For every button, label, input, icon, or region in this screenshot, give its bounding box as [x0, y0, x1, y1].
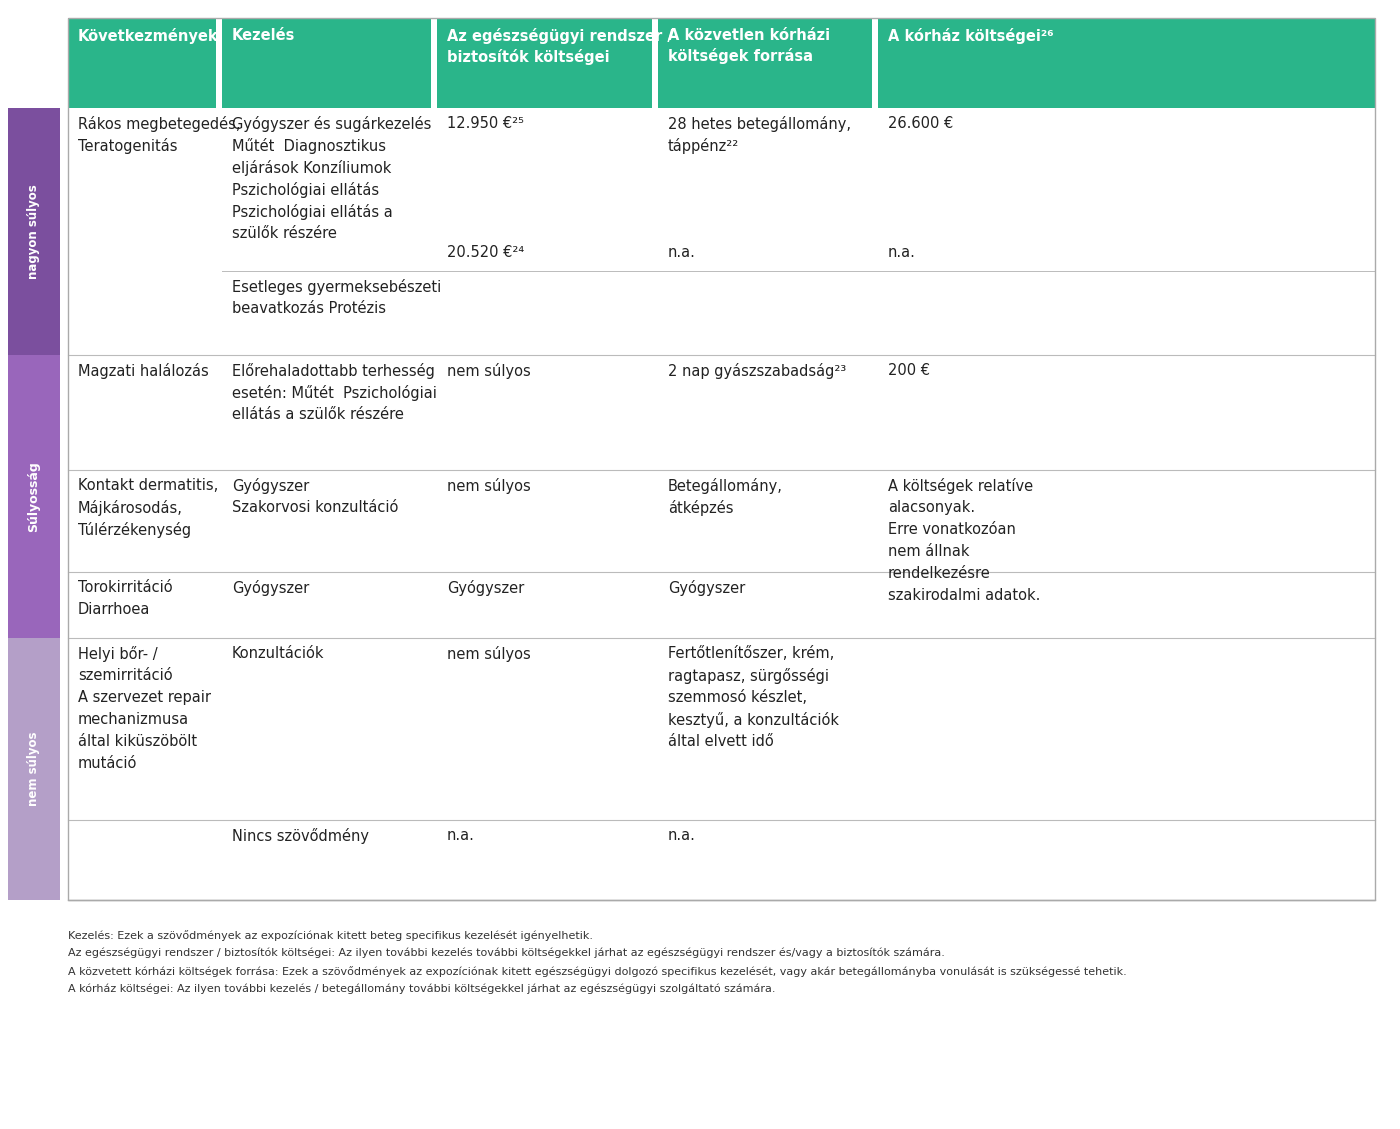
Text: szemirritáció: szemirritáció — [78, 668, 172, 683]
Text: által elvett idő: által elvett idő — [668, 734, 774, 749]
Text: mechanizmusa: mechanizmusa — [78, 712, 189, 727]
Text: Torokirritáció: Torokirritáció — [78, 580, 172, 595]
Text: n.a.: n.a. — [888, 245, 916, 260]
Text: Konzultációk: Konzultációk — [232, 646, 325, 660]
Text: 200 €: 200 € — [888, 364, 930, 378]
Text: által kiküszöbölt: által kiküszöbölt — [78, 734, 197, 749]
Text: Szakorvosi konzultáció: Szakorvosi konzultáció — [232, 500, 399, 515]
Text: Erre vonatkozóan: Erre vonatkozóan — [888, 522, 1016, 537]
Bar — [69, 108, 1375, 900]
Text: Magzati halálozás: Magzati halálozás — [78, 364, 209, 379]
Text: A szervezet repair: A szervezet repair — [78, 690, 211, 704]
Text: beavatkozás Protézis: beavatkozás Protézis — [232, 301, 386, 316]
Text: nem állnak: nem állnak — [888, 544, 969, 559]
Text: Következmények: Következmények — [78, 28, 218, 44]
Text: Az egészségügyi rendszer / biztosítók költségei: Az ilyen további kezelés tovább: Az egészségügyi rendszer / biztosítók kö… — [69, 948, 945, 959]
Text: n.a.: n.a. — [668, 828, 696, 843]
Text: átképzés: átképzés — [668, 500, 734, 516]
Text: Gyógyszer: Gyógyszer — [232, 580, 309, 596]
Text: Gyógyszer: Gyógyszer — [668, 580, 745, 596]
Text: Fertőtlenítőszer, krém,: Fertőtlenítőszer, krém, — [668, 646, 834, 660]
Text: ellátás a szülők részére: ellátás a szülők részére — [232, 406, 403, 422]
Text: Nincs szövődmény: Nincs szövődmény — [232, 828, 370, 844]
Bar — [658, 18, 872, 108]
Text: A közvetlen kórházi
költségek forrása: A közvetlen kórházi költségek forrása — [668, 28, 830, 64]
Text: Rákos megbetegedés,: Rákos megbetegedés, — [78, 116, 241, 132]
Text: Műtét  Diagnosztikus: Műtét Diagnosztikus — [232, 138, 386, 154]
Text: A kórház költségei²⁶: A kórház költségei²⁶ — [888, 28, 1054, 44]
Text: A költségek relatíve: A költségek relatíve — [888, 478, 1033, 495]
Bar — [878, 18, 1375, 108]
Text: Gyógyszer: Gyógyszer — [232, 478, 309, 495]
Text: 2 nap gyászszabadság²³: 2 nap gyászszabadság²³ — [668, 364, 846, 379]
Text: Pszichológiai ellátás: Pszichológiai ellátás — [232, 182, 379, 198]
Text: n.a.: n.a. — [447, 828, 475, 843]
Text: Súlyosság: Súlyosság — [28, 461, 41, 532]
Text: Kontakt dermatitis,: Kontakt dermatitis, — [78, 478, 218, 493]
Bar — [223, 18, 431, 108]
Text: nem súlyos: nem súlyos — [447, 646, 531, 662]
Text: 20.520 €²⁴: 20.520 €²⁴ — [447, 245, 524, 260]
Text: Betegállomány,: Betegállomány, — [668, 478, 783, 495]
Text: 28 hetes betegállomány,: 28 hetes betegállomány, — [668, 116, 851, 132]
Text: Kezelés: Ezek a szövődmények az expozíciónak kitett beteg specifikus kezelését i: Kezelés: Ezek a szövődmények az expozíci… — [69, 930, 594, 940]
Text: Májkárosodás,: Májkárosodás, — [78, 500, 183, 516]
Text: Túlérzékenység: Túlérzékenység — [78, 522, 192, 539]
Text: kesztyű, a konzultációk: kesztyű, a konzultációk — [668, 712, 839, 728]
Bar — [8, 355, 60, 638]
Text: nem súlyos: nem súlyos — [447, 478, 531, 495]
Text: Előrehaladottabb terhesség: Előrehaladottabb terhesség — [232, 364, 435, 379]
Text: Helyi bőr- /: Helyi bőr- / — [78, 646, 158, 662]
Bar — [437, 18, 652, 108]
Text: alacsonyak.: alacsonyak. — [888, 500, 976, 515]
Text: Gyógyszer: Gyógyszer — [447, 580, 524, 596]
Text: nagyon súlyos: nagyon súlyos — [28, 184, 41, 279]
Text: Gyógyszer és sugárkezelés: Gyógyszer és sugárkezelés — [232, 116, 431, 132]
Text: szemmosó készlet,: szemmosó készlet, — [668, 690, 806, 704]
Text: Kezelés: Kezelés — [232, 28, 295, 43]
Bar — [8, 638, 60, 900]
Text: A kórház költségei: Az ilyen további kezelés / betegállomány további költségekke: A kórház költségei: Az ilyen további kez… — [69, 984, 776, 995]
Text: 26.600 €: 26.600 € — [888, 116, 953, 131]
Text: mutáció: mutáció — [78, 756, 137, 771]
Text: eljárások Konzíliumok: eljárások Konzíliumok — [232, 160, 392, 176]
Bar — [69, 18, 1375, 900]
Text: nem súlyos: nem súlyos — [28, 732, 41, 806]
Bar — [8, 108, 60, 355]
Text: Diarrhoea: Diarrhoea — [78, 602, 150, 618]
Text: szakirodalmi adatok.: szakirodalmi adatok. — [888, 588, 1040, 603]
Text: Esetleges gyermeksebészeti: Esetleges gyermeksebészeti — [232, 279, 441, 295]
Text: Az egészségügyi rendszer /
biztosítók költségei: Az egészségügyi rendszer / biztosítók kö… — [447, 28, 673, 65]
Text: nem súlyos: nem súlyos — [447, 364, 531, 379]
Text: szülők részére: szülők részére — [232, 226, 337, 240]
Text: ragtapasz, sürgősségi: ragtapasz, sürgősségi — [668, 668, 829, 684]
Text: 12.950 €²⁵: 12.950 €²⁵ — [447, 116, 524, 131]
Bar — [69, 18, 216, 108]
Text: rendelkezésre: rendelkezésre — [888, 566, 991, 581]
Text: esetén: Műtét  Pszichológiai: esetén: Műtét Pszichológiai — [232, 385, 437, 401]
Text: n.a.: n.a. — [668, 245, 696, 260]
Text: Teratogenitás: Teratogenitás — [78, 138, 178, 154]
Text: táppénz²²: táppénz²² — [668, 138, 739, 154]
Text: A közvetett kórházi költségek forrása: Ezek a szövődmények az expozíciónak kitet: A közvetett kórházi költségek forrása: E… — [69, 966, 1127, 977]
Text: Pszichológiai ellátás a: Pszichológiai ellátás a — [232, 204, 393, 220]
